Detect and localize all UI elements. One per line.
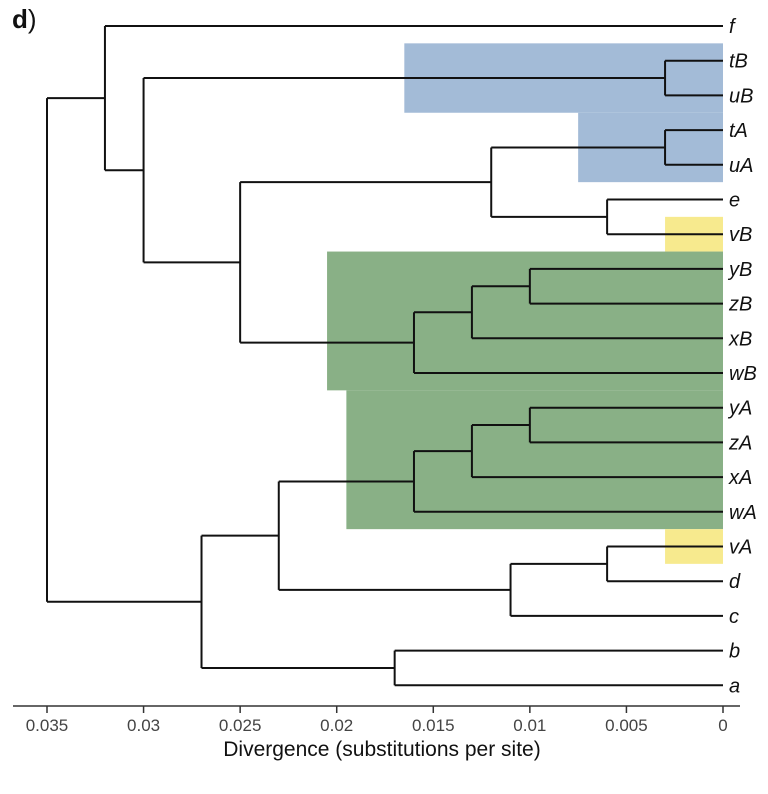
- leaf-label-xB: xB: [728, 328, 752, 350]
- axis-tick-label-3: 0.02: [320, 716, 353, 735]
- branch-layer: [46, 25, 723, 687]
- leaf-label-e: e: [729, 190, 740, 212]
- leaf-label-b: b: [729, 641, 740, 663]
- axis-tick-label-0: 0.035: [26, 716, 69, 735]
- axis-tick-label-1: 0.03: [127, 716, 160, 735]
- leaf-label-c: c: [729, 606, 739, 628]
- leaf-label-vA: vA: [729, 537, 752, 559]
- axis-tick-label-6: 0.005: [605, 716, 648, 735]
- highlight-layer: [327, 43, 723, 564]
- clade-highlight-3: [327, 251, 723, 391]
- axis-title: Divergence (substitutions per site): [223, 738, 540, 761]
- x-axis: 0.035 0.03 0.025 0.02 0.015 0.01 0.005 0 Diverge…: [13, 705, 740, 761]
- leaf-label-vB: vB: [729, 224, 752, 246]
- leaf-label-a: a: [729, 675, 740, 697]
- leaf-label-tB: tB: [729, 51, 748, 73]
- leaf-label-xA: xA: [728, 467, 752, 489]
- panel-letter: d: [12, 4, 28, 34]
- leaf-label-wB: wB: [729, 363, 757, 385]
- leaf-label-yB: yB: [727, 259, 752, 281]
- axis-tick-label-4: 0.015: [412, 716, 455, 735]
- axis-tick-label-5: 0.01: [513, 716, 546, 735]
- panel-paren: ): [27, 4, 37, 34]
- leaf-label-f: f: [729, 16, 737, 38]
- leaf-label-zA: zA: [728, 432, 752, 454]
- leaf-label-uB: uB: [729, 85, 753, 107]
- axis-tick-label-7: 0: [718, 716, 727, 735]
- leaf-label-zB: zB: [728, 294, 752, 316]
- clade-highlight-4: [346, 390, 723, 530]
- axis-tick-label-2: 0.025: [219, 716, 262, 735]
- leaf-label-d: d: [729, 571, 741, 593]
- panel-label: d): [12, 4, 37, 35]
- leaf-label-tA: tA: [729, 120, 748, 142]
- leaf-label-wA: wA: [729, 502, 757, 524]
- leaf-label-yA: yA: [727, 398, 752, 420]
- leaf-label-uA: uA: [729, 155, 753, 177]
